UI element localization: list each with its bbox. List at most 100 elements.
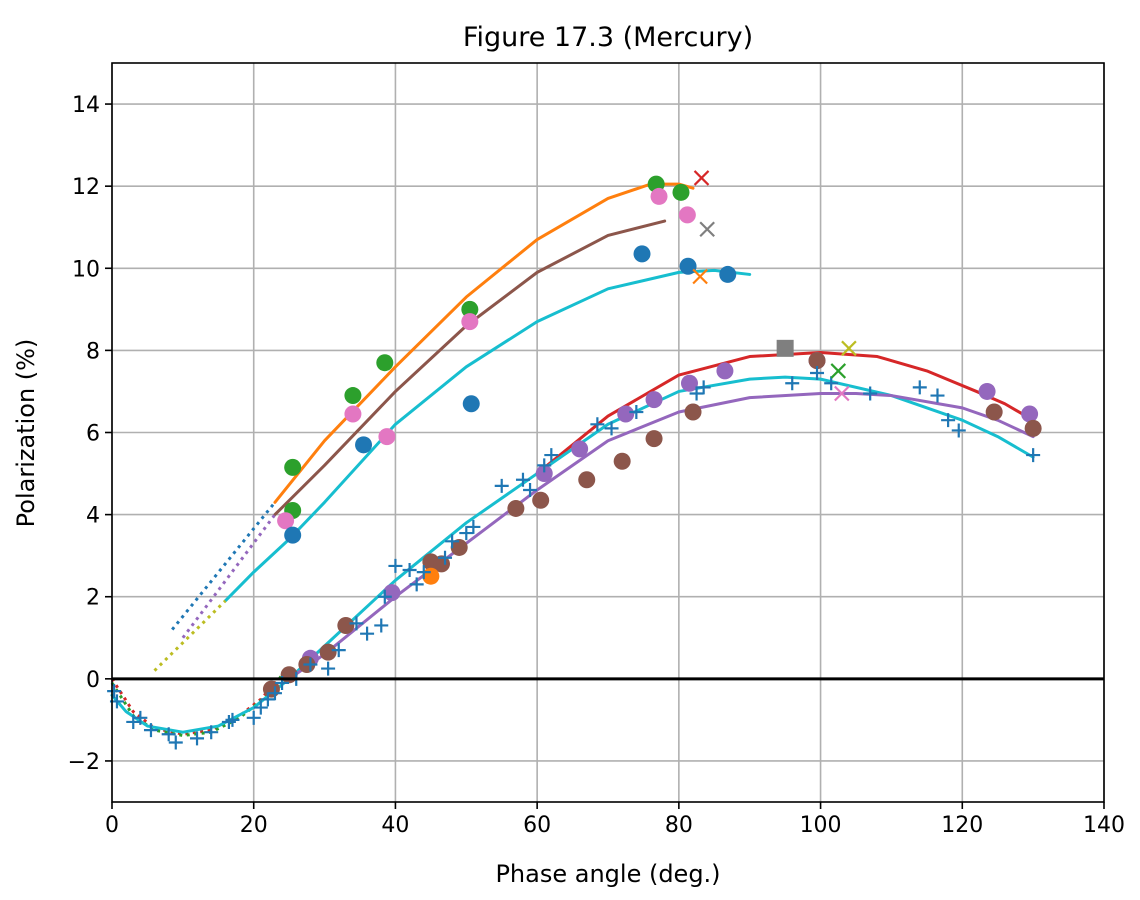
curve-blue-dotted bbox=[171, 501, 277, 631]
y-tick-label: 6 bbox=[86, 422, 100, 447]
plus-point bbox=[143, 723, 158, 738]
y-tick-label: 14 bbox=[72, 93, 100, 118]
plus-point bbox=[930, 388, 945, 403]
data-point-brown bbox=[319, 643, 337, 661]
data-point-brown bbox=[985, 403, 1003, 421]
plus-point bbox=[466, 519, 481, 534]
plus-point bbox=[515, 472, 530, 487]
curve-cyan-solid bbox=[110, 375, 1035, 734]
plus-point bbox=[204, 725, 219, 740]
data-point-blue bbox=[462, 395, 480, 413]
y-tick-label: 10 bbox=[72, 257, 100, 282]
data-point-green bbox=[672, 183, 690, 201]
plus-point bbox=[810, 365, 825, 380]
data-point-brown bbox=[507, 499, 525, 517]
plus-point bbox=[126, 714, 141, 729]
data-point-purple bbox=[571, 440, 589, 458]
plus-point bbox=[374, 618, 389, 633]
plus-point bbox=[696, 380, 711, 395]
plus-point bbox=[133, 710, 148, 725]
plus-point bbox=[190, 731, 205, 746]
plus-point bbox=[303, 657, 318, 672]
x-point-gray bbox=[699, 221, 715, 238]
data-point-purple bbox=[716, 362, 734, 380]
curve-olive-dotted bbox=[153, 599, 227, 672]
x-point-orange bbox=[692, 268, 708, 285]
data-point-brown bbox=[578, 471, 596, 489]
data-point-blue bbox=[284, 526, 302, 544]
data-point-purple bbox=[680, 374, 698, 392]
plus-point bbox=[260, 692, 275, 707]
data-point-brown bbox=[808, 352, 826, 370]
plus-point bbox=[416, 565, 431, 580]
x-tick-label: 80 bbox=[665, 813, 693, 838]
plus-point bbox=[941, 413, 956, 428]
plus-point bbox=[863, 386, 878, 401]
plus-point bbox=[494, 478, 509, 493]
x-tick-label: 100 bbox=[800, 813, 842, 838]
x-point-green bbox=[830, 363, 847, 379]
plus-point bbox=[267, 686, 282, 701]
plus-point bbox=[537, 458, 552, 473]
data-point-green bbox=[284, 458, 302, 476]
data-point-brown bbox=[1024, 419, 1042, 437]
plus-point bbox=[331, 643, 346, 658]
y-tick-label: 4 bbox=[86, 504, 100, 529]
data-point-blue bbox=[355, 436, 373, 454]
data-point-brown bbox=[337, 616, 355, 634]
plus-point bbox=[629, 404, 644, 419]
data-point-purple bbox=[645, 391, 663, 409]
data-point-pink bbox=[378, 428, 396, 446]
data-point-blue bbox=[679, 257, 697, 275]
plus-point bbox=[445, 534, 460, 549]
y-tick-label: 2 bbox=[86, 586, 100, 611]
plus-point bbox=[321, 661, 336, 676]
data-point-orange bbox=[422, 567, 440, 585]
plus-point bbox=[689, 386, 704, 401]
plus-point bbox=[785, 376, 800, 391]
y-axis: −2 0 2 4 6 8 10 12 14 bbox=[68, 93, 112, 775]
data-point-brown bbox=[645, 430, 663, 448]
y-axis-label: Polarization (%) bbox=[12, 339, 40, 528]
data-point-green bbox=[376, 354, 394, 372]
chart-title: Figure 17.3 (Mercury) bbox=[463, 22, 753, 53]
y-tick-label: 0 bbox=[86, 668, 100, 693]
plus-point bbox=[1026, 448, 1041, 463]
x-tick-label: 60 bbox=[523, 813, 551, 838]
x-tick-label: 140 bbox=[1083, 813, 1125, 838]
data-point-brown bbox=[613, 452, 631, 470]
plus-point bbox=[377, 589, 392, 604]
plus-point bbox=[360, 626, 375, 641]
data-point-purple bbox=[535, 465, 553, 483]
x-tick-label: 40 bbox=[381, 813, 409, 838]
data-point-pink bbox=[461, 313, 479, 331]
plus-point bbox=[590, 417, 605, 432]
x-tick-label: 20 bbox=[240, 813, 268, 838]
plus-point bbox=[349, 616, 364, 631]
x-axis: 0 20 40 60 80 100 120 140 bbox=[105, 802, 1125, 838]
data-point-pink bbox=[344, 405, 362, 423]
data-points bbox=[107, 170, 1042, 750]
data-point-pink bbox=[650, 187, 668, 205]
y-tick-label: 8 bbox=[86, 339, 100, 364]
curve-purple-solid bbox=[287, 391, 1035, 681]
plus-point bbox=[912, 380, 927, 395]
plus-point bbox=[409, 577, 424, 592]
x-axis-label: Phase angle (deg.) bbox=[495, 860, 720, 888]
x-tick-label: 120 bbox=[941, 813, 983, 838]
plus-point bbox=[438, 550, 453, 565]
plus-point bbox=[459, 526, 474, 541]
plus-point bbox=[388, 558, 403, 573]
y-tick-label: −2 bbox=[68, 750, 100, 775]
data-point-purple bbox=[1021, 405, 1039, 423]
plus-point bbox=[824, 376, 839, 391]
data-point-pink bbox=[678, 206, 696, 224]
data-point-green bbox=[461, 300, 479, 318]
x-tick-label: 0 bbox=[105, 813, 119, 838]
plus-point bbox=[523, 482, 538, 497]
data-point-blue bbox=[719, 265, 737, 283]
plus-point bbox=[107, 684, 122, 699]
data-point-brown bbox=[684, 403, 702, 421]
plus-point bbox=[604, 421, 619, 436]
